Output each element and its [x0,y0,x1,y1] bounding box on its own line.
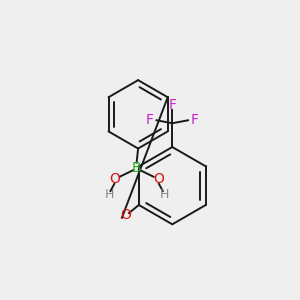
Text: O: O [120,208,131,222]
Text: B: B [132,161,141,175]
Text: H: H [160,188,169,201]
Text: O: O [109,172,120,186]
Text: F: F [146,113,154,127]
Text: H: H [104,188,114,201]
Text: F: F [190,113,199,127]
Text: F: F [168,98,176,112]
Text: O: O [154,172,164,186]
